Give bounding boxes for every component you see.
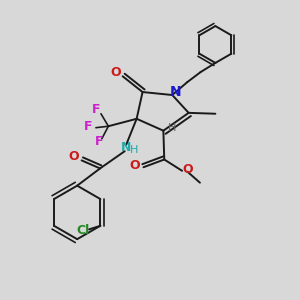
Text: F: F (92, 103, 101, 116)
Text: H: H (168, 123, 176, 133)
Text: O: O (182, 163, 193, 176)
Text: N: N (170, 85, 182, 99)
Text: F: F (94, 135, 103, 148)
Text: O: O (68, 150, 79, 163)
Text: F: F (84, 120, 92, 133)
Text: O: O (129, 159, 140, 172)
Text: Cl: Cl (76, 224, 89, 237)
Text: O: O (110, 66, 121, 79)
Text: H: H (130, 145, 139, 155)
Text: N: N (121, 140, 131, 154)
